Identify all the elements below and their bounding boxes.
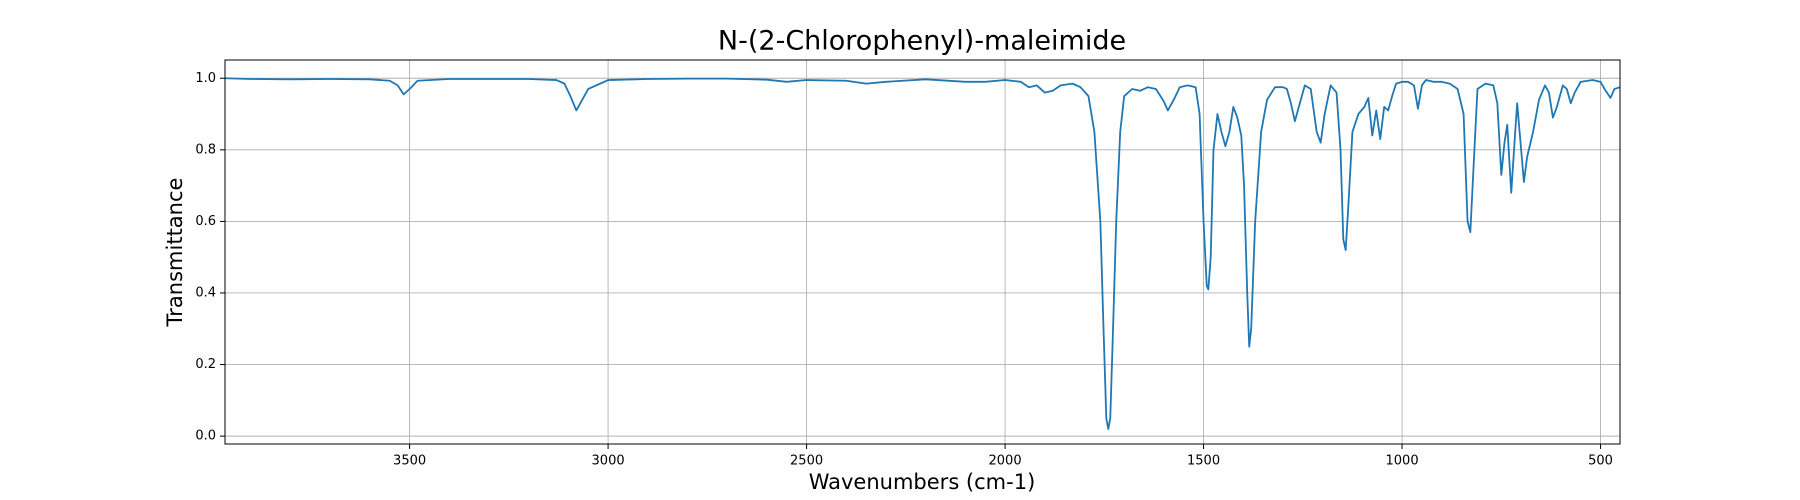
x-axis-label: Wavenumbers (cm-1) bbox=[809, 470, 1036, 494]
y-axis-label: Transmittance bbox=[163, 178, 187, 328]
x-tick-label: 3500 bbox=[393, 454, 426, 469]
y-tick-label: 0.2 bbox=[195, 357, 216, 372]
y-tick-label: 0.4 bbox=[195, 285, 216, 300]
x-tick-label: 3000 bbox=[592, 454, 625, 469]
x-tick-label: 1000 bbox=[1386, 454, 1419, 469]
y-tick-label: 1.0 bbox=[195, 71, 216, 86]
x-tick-label: 2000 bbox=[989, 454, 1022, 469]
spectrum-line bbox=[224, 77, 1621, 430]
x-tick-label: 1500 bbox=[1187, 454, 1220, 469]
x-tick-label: 500 bbox=[1588, 454, 1613, 469]
chart-title: N-(2-Chlorophenyl)-maleimide bbox=[718, 26, 1126, 57]
y-tick-label: 0.8 bbox=[195, 142, 216, 157]
y-tick-label: 0.6 bbox=[195, 214, 216, 229]
plot-frame bbox=[224, 59, 1621, 445]
y-tick-label: 0.0 bbox=[195, 429, 216, 444]
x-tick-label: 2500 bbox=[790, 454, 823, 469]
